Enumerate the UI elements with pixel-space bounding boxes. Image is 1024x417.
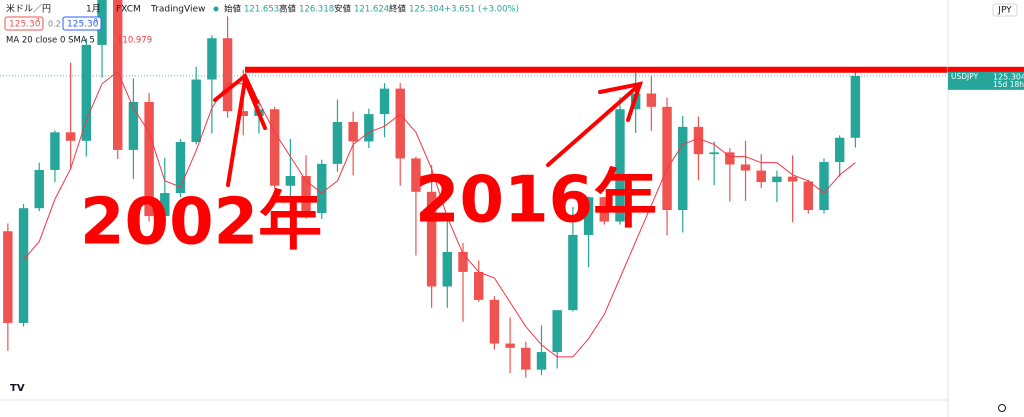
candle-body: [583, 197, 594, 235]
interval: 1月: [86, 4, 101, 15]
candle-body: [458, 251, 468, 272]
change: +3.651 (+3.00%): [444, 5, 519, 15]
annotation: 2002年: [80, 186, 322, 260]
candle-body: [819, 162, 829, 211]
candle-body: [238, 111, 248, 116]
candle-body: [693, 126, 704, 155]
candle-body: [3, 231, 13, 323]
logo: TV: [10, 383, 25, 394]
candle-body: [317, 163, 327, 214]
candle-body: [678, 126, 688, 211]
candle-body: [772, 176, 782, 183]
candle-body: [552, 310, 562, 353]
candle-body: [301, 176, 311, 214]
ohlc-header: 始値 121.653 高値 126.318 安値 121.624 終値 125.304 +3.6…: [224, 4, 519, 15]
candle-body: [144, 101, 154, 217]
candle-body: [128, 101, 139, 150]
arrow: [226, 78, 247, 187]
ticker: USDJPY: [951, 72, 979, 81]
arrow-head: [598, 81, 643, 122]
candle-body: [599, 197, 609, 222]
candle-body: [348, 122, 358, 142]
candle-body: [615, 109, 625, 222]
candle-body: [222, 38, 233, 112]
candle-body: [834, 137, 845, 163]
candle-body: [725, 152, 735, 165]
candle-body: [269, 109, 280, 186]
arrow: [243, 78, 267, 130]
ohlc-value: 121.653: [244, 5, 279, 15]
annotations: 2002年 2016年: [80, 72, 657, 260]
candle-body: [411, 158, 421, 192]
candle-body: [97, 0, 107, 45]
ma-label: MA 20 close 0 SMA 5: [6, 36, 95, 46]
symbol: 米ドル／円: [6, 3, 51, 15]
candle-body: [364, 114, 374, 142]
ma-value: 110.979: [117, 36, 152, 46]
candle-body: [756, 170, 766, 183]
candle-body: [536, 352, 547, 370]
ask: 125.30: [67, 20, 99, 30]
currency-button[interactable]: [992, 3, 1018, 17]
countdown: 15d 18h: [993, 80, 1024, 89]
annotation: 2016年: [415, 164, 657, 238]
ask-box[interactable]: [62, 16, 102, 31]
settings-icon[interactable]: [998, 404, 1006, 412]
ma-line: [23, 70, 856, 358]
candle-body: [474, 271, 484, 300]
status-dot: [213, 6, 219, 12]
arrows: [213, 72, 643, 187]
candle-body: [207, 38, 217, 80]
ohlc-label: 安値: [334, 4, 352, 15]
last-price-box: [948, 71, 1024, 90]
candle-body: [191, 79, 201, 143]
ohlc-value: 121.624: [354, 5, 389, 15]
candle-body: [395, 88, 405, 159]
candle-body: [646, 93, 657, 107]
bid-frac: 7: [36, 18, 40, 25]
candle-body: [709, 152, 719, 155]
ohlc-value: 125.304: [409, 5, 444, 15]
candle-body: [175, 142, 186, 194]
candle-body: [489, 299, 500, 344]
candle-body: [160, 193, 170, 217]
ohlc-label: 高値: [279, 4, 297, 15]
last-price: 125.304: [993, 72, 1024, 81]
candle-body: [568, 234, 578, 311]
candle-body: [787, 176, 798, 182]
currency: JPY: [997, 6, 1012, 16]
candle-body: [18, 208, 29, 323]
candle-body: [50, 132, 60, 170]
broker: FXCM: [116, 5, 141, 15]
candle-body: [379, 88, 390, 115]
candle-body: [113, 0, 123, 150]
candle-body: [34, 169, 44, 209]
candle-body: [803, 181, 814, 211]
arrow-head: [213, 72, 259, 104]
source: TradingView: [150, 5, 205, 15]
arrow: [546, 84, 640, 167]
bid: 125.30: [9, 20, 41, 30]
ohlc-value: 126.318: [299, 5, 334, 15]
candle-body: [521, 347, 531, 370]
spread: 0.2: [48, 20, 61, 29]
ohlc-label: 終値: [389, 4, 407, 15]
candle-body: [442, 251, 453, 287]
candle-body: [740, 164, 751, 171]
candle-body: [81, 44, 92, 141]
header: 米ドル／円 1月 FXCM TradingView 始値 121.653 高値 126…: [4, 3, 519, 46]
hline-extension: [948, 66, 1024, 73]
candle-body: [65, 132, 76, 141]
candle-body: [662, 106, 672, 211]
candle-body: [285, 176, 296, 186]
bid-box[interactable]: [4, 16, 44, 31]
ask-frac: 9: [94, 18, 98, 25]
candle-body: [850, 75, 861, 138]
ohlc-label: 始値: [224, 4, 242, 15]
candle-body: [505, 343, 515, 348]
candle-body: [332, 122, 343, 164]
candle-body: [426, 191, 437, 287]
